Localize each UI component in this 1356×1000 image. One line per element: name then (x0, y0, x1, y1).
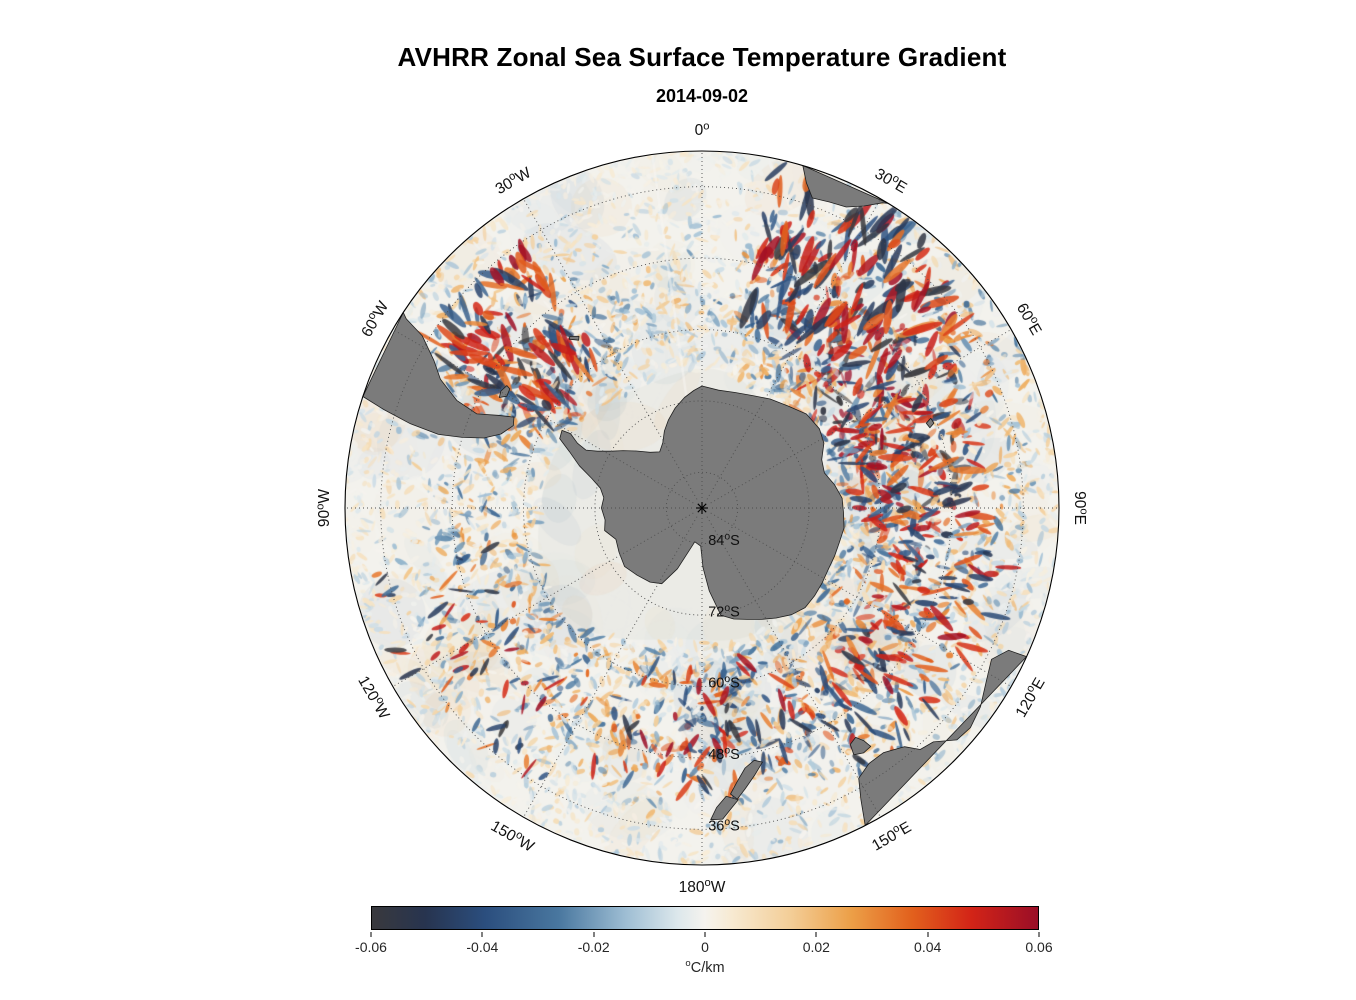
lon-label-300: 60oW (357, 297, 393, 340)
lon-label-90: 90oE (1071, 491, 1090, 525)
colorbar-gradient (371, 906, 1039, 930)
map-boundary-circle (344, 150, 1060, 866)
lat-label-48: 48oS (708, 746, 740, 764)
lat-label-84: 84oS (708, 531, 740, 549)
land-australia (858, 649, 1027, 826)
lon-label-330: 30oW (492, 163, 535, 199)
graticule (345, 151, 1059, 865)
land-south-georgia (568, 335, 580, 341)
colorbar-ticks: -0.06 -0.04 -0.02 0 0.02 0.04 0.06 (355, 932, 1053, 960)
colorbar-tick-0.06: 0.06 (1025, 939, 1053, 955)
land-new-zealand-north-island (710, 795, 739, 821)
land-new-zealand-south-island (730, 759, 763, 800)
colorbar-tick-mark (704, 932, 706, 937)
land-south-america (362, 312, 515, 439)
colorbar-tick-0.02: 0.02 (802, 939, 830, 955)
colorbar-tick-mark (370, 932, 372, 937)
colorbar-tick-mark (1038, 932, 1040, 937)
colorbar-tick-mark (593, 932, 595, 937)
lon-label-120: 120oE (1011, 674, 1049, 720)
lat-label-60: 60oS (708, 674, 740, 692)
land-kerguelen (925, 417, 935, 429)
lat-label-36: 36oS (708, 817, 740, 835)
lon-label-270: 90oW (314, 489, 333, 527)
colorbar-tick--0.04: -0.04 (466, 939, 499, 955)
colorbar-tick-mark (927, 932, 929, 937)
land-africa (802, 165, 889, 208)
lat-label-72: 72oS (708, 603, 740, 621)
lon-label-30: 30oE (872, 164, 911, 197)
lon-label-180: 180oW (679, 877, 726, 896)
lon-label-0: 0o (695, 120, 710, 139)
lon-label-150: 150oE (868, 817, 914, 855)
lon-label-240: 120oW (354, 672, 394, 722)
colorbar-tick-0: 0 (701, 939, 709, 955)
lon-label-210: 150oW (488, 816, 538, 856)
colorbar-tick--0.02: -0.02 (577, 939, 610, 955)
land-falkland-islands (498, 385, 511, 398)
colorbar-tick-mark (815, 932, 817, 937)
colorbar-tick-mark (481, 932, 483, 937)
south-pole-marker (696, 502, 708, 514)
colorbar-unit-label: oC/km (685, 958, 725, 976)
colorbar-tick-0.04: 0.04 (914, 939, 942, 955)
colorbar-tick--0.06: -0.06 (355, 939, 387, 955)
lon-label-60: 60oE (1013, 299, 1046, 338)
land-tasmania (849, 737, 872, 756)
